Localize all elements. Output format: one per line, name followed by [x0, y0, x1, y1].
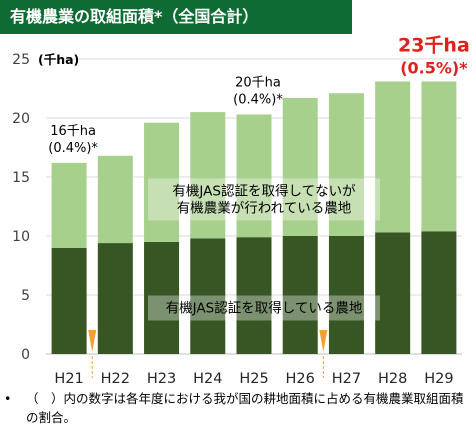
bar-certified [421, 231, 457, 354]
x-tick-label: H22 [101, 371, 130, 387]
series-label-certified: 有機JAS認証を取得している農地 [166, 299, 363, 316]
bar-uncertified [236, 114, 272, 238]
bar-certified [190, 238, 226, 354]
series-label-certified-bg [148, 295, 380, 321]
x-tick-label: H24 [193, 371, 222, 387]
bar-certified [328, 236, 364, 354]
y-unit-label: (千ha) [38, 52, 79, 67]
stacked-bar-chart: 0 5 10 15 20 25 (千ha) H21 H22 H23 H24 H25 H26 H27 H28 H… [12, 34, 470, 387]
bar-certified [375, 232, 411, 354]
bar-uncertified [282, 97, 318, 236]
y-tick-label: 20 [12, 111, 30, 127]
labels: 0 5 10 15 20 25 (千ha) H21 H22 H23 H24 H25 H26 H27 H28 H… [12, 34, 470, 387]
bar-uncertified [144, 122, 180, 242]
bar-certified [282, 236, 318, 354]
bar-uncertified [97, 155, 133, 244]
total-annotation: (0.4%)* [233, 92, 283, 107]
footnote: • （ ）内の数字は各年度における我が国の耕地面積に占める有機農業取組面積の割合… [4, 389, 470, 427]
bar-uncertified [375, 81, 411, 233]
x-tick-label: H21 [54, 371, 83, 387]
break-marker [319, 330, 328, 352]
x-tick-label: H25 [239, 371, 268, 387]
series-label-uncertified: 有機農業が行われている農地 [177, 200, 352, 216]
x-tick-label: H28 [378, 371, 407, 387]
y-tick-label: 15 [12, 170, 30, 186]
footnote-bullet: • [4, 391, 12, 406]
bar-uncertified [190, 112, 226, 239]
total-annotation: (0.4%)* [48, 141, 98, 156]
bar-certified [97, 243, 133, 354]
total-annotation: (0.5%)* [400, 58, 468, 77]
series-label-uncertified-bg [148, 178, 380, 221]
chart-title: 有機農業の取組面積*（全国合計） [0, 0, 352, 34]
bar-certified [51, 247, 87, 354]
total-annotation: 16千ha [50, 124, 96, 139]
footnote-text: （ ）内の数字は各年度における我が国の耕地面積に占める有機農業取組面積の割合。 [26, 391, 464, 425]
total-annotation: 23千ha [398, 34, 470, 56]
y-tick-label: 5 [21, 288, 30, 304]
x-tick-label: H23 [147, 371, 176, 387]
x-tick-label: H27 [332, 371, 361, 387]
x-tick-label: H29 [424, 371, 453, 387]
y-tick-label: 0 [21, 347, 30, 363]
bar-uncertified [421, 81, 457, 232]
bars [51, 81, 457, 378]
bar-certified [236, 237, 272, 354]
bar-uncertified [51, 162, 87, 248]
bar-uncertified [328, 93, 364, 236]
x-tick-label: H26 [286, 371, 315, 387]
y-tick-label: 10 [12, 229, 30, 245]
break-marker [88, 330, 97, 352]
bar-certified [144, 241, 180, 354]
total-annotation: 20千ha [235, 75, 281, 90]
y-tick-label: 25 [12, 52, 30, 68]
series-label-uncertified: 有機JAS認証を取得してないが [172, 182, 356, 199]
